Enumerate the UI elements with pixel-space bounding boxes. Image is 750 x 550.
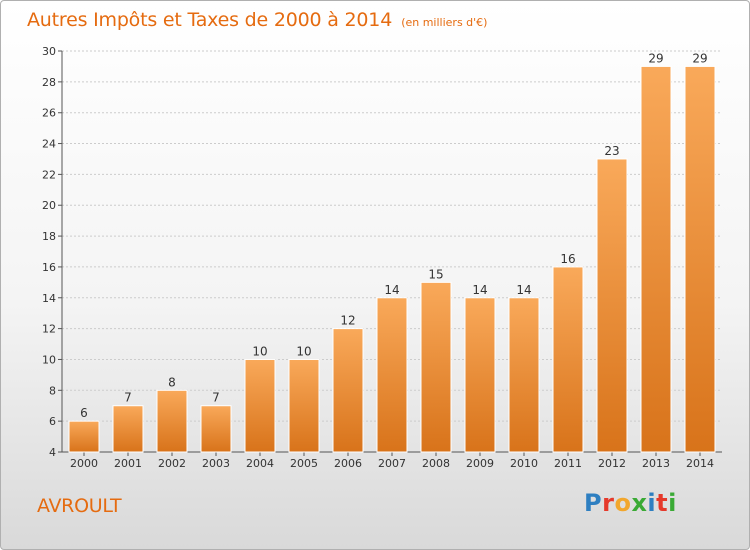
y-tick-label: 28 (42, 76, 56, 89)
x-tick-label: 2014 (686, 457, 714, 470)
data-label: 14 (472, 283, 487, 297)
x-tick-label: 2013 (642, 457, 670, 470)
data-label: 16 (560, 252, 575, 266)
data-label: 29 (692, 51, 707, 65)
x-tick-label: 2001 (114, 457, 142, 470)
data-label: 6 (80, 406, 88, 420)
x-tick-label: 2006 (334, 457, 362, 470)
logo-letter: P (584, 489, 603, 517)
data-label: 29 (648, 51, 663, 65)
y-tick-label: 6 (49, 415, 56, 428)
bar (420, 281, 452, 453)
logo-letter: o (614, 489, 632, 517)
bar (640, 65, 672, 453)
chart-title: Autres Impôts et Taxes de 2000 à 2014 (27, 9, 393, 31)
bar (112, 405, 144, 453)
y-tick-label: 4 (49, 446, 56, 459)
bars (68, 65, 716, 453)
bar (464, 297, 496, 453)
chart-subtitle: (en milliers d'€) (401, 16, 488, 29)
logo-letter: t (656, 489, 669, 517)
data-label: 7 (124, 391, 132, 405)
data-label: 14 (516, 283, 531, 297)
logo-letter: x (631, 489, 648, 517)
y-tick-label: 20 (42, 199, 56, 212)
x-tick-label: 2002 (158, 457, 186, 470)
commune-name: AVROULT (37, 495, 122, 517)
bar (508, 297, 540, 453)
data-label: 14 (384, 283, 399, 297)
y-tick-label: 24 (42, 138, 56, 151)
bar (200, 405, 232, 453)
bar (156, 389, 188, 453)
y-tick-label: 26 (42, 107, 56, 120)
y-tick-label: 8 (49, 384, 56, 397)
bar (332, 328, 364, 453)
bar (552, 266, 584, 453)
bar (376, 297, 408, 453)
x-tick-label: 2010 (510, 457, 538, 470)
logo-letter: i (668, 489, 677, 517)
x-tick-label: 2004 (246, 457, 274, 470)
data-label: 8 (168, 375, 176, 389)
y-tick-label: 18 (42, 230, 56, 243)
data-label: 12 (340, 314, 355, 328)
logo-letter: r (602, 489, 615, 517)
x-tick-label: 2000 (70, 457, 98, 470)
x-tick-label: 2009 (466, 457, 494, 470)
proxiti-logo[interactable]: Proxiti (584, 489, 677, 517)
y-tick-label: 14 (42, 292, 56, 305)
y-tick-label: 30 (42, 45, 56, 58)
data-label: 15 (428, 267, 443, 281)
labels: 4 6 8 10 12 14 16 18 20 22 24 26 28 30 2000 6 2001 7 2002 8… (42, 45, 714, 470)
bar (288, 358, 320, 453)
x-tick-label: 2005 (290, 457, 318, 470)
bar (684, 65, 716, 453)
chart-title-block: Autres Impôts et Taxes de 2000 à 2014 (e… (27, 9, 487, 31)
y-tick-label: 22 (42, 168, 56, 181)
y-tick-label: 16 (42, 261, 56, 274)
bar (68, 420, 100, 453)
x-tick-label: 2011 (554, 457, 582, 470)
bar (244, 358, 276, 453)
x-tick-label: 2003 (202, 457, 230, 470)
x-tick-label: 2012 (598, 457, 626, 470)
data-label: 10 (296, 344, 311, 358)
y-tick-label: 10 (42, 353, 56, 366)
y-tick-label: 12 (42, 323, 56, 336)
x-tick-label: 2007 (378, 457, 406, 470)
x-tick-label: 2008 (422, 457, 450, 470)
bar (596, 158, 628, 453)
data-label: 7 (212, 391, 220, 405)
data-label: 23 (604, 144, 619, 158)
logo-letter: i (647, 489, 657, 517)
data-label: 10 (252, 344, 267, 358)
